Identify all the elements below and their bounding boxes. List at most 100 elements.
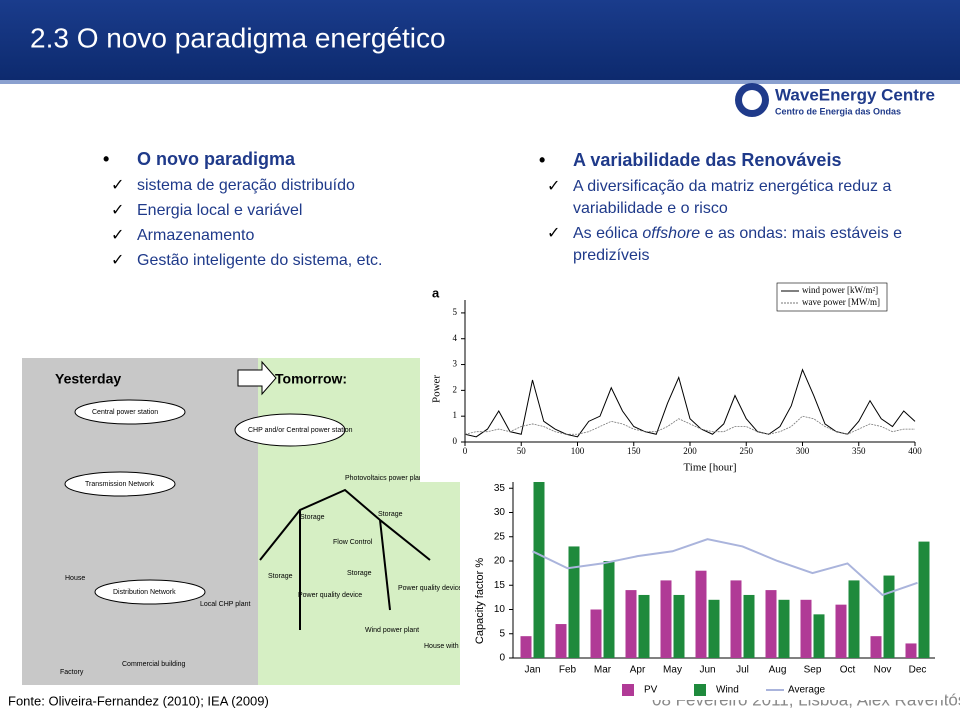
list-item: sistema de geração distribuído xyxy=(111,175,457,197)
diagram-label: Storage xyxy=(268,573,293,580)
bar xyxy=(778,599,790,658)
y-tick-label: 25 xyxy=(494,531,506,542)
x-tick-label: Jul xyxy=(736,665,749,676)
x-tick-label: May xyxy=(663,665,682,676)
x-tick-label: 350 xyxy=(852,446,866,456)
y-tick-label: 0 xyxy=(499,653,505,664)
x-tick-label: 50 xyxy=(517,446,527,456)
list-text: A diversificação da matriz energética re… xyxy=(573,178,892,217)
x-tick-label: Aug xyxy=(769,665,787,676)
diagram-label: Storage xyxy=(300,514,325,521)
bar xyxy=(870,636,882,658)
bar xyxy=(765,590,777,658)
bar xyxy=(568,546,580,658)
bar xyxy=(590,609,602,658)
list-heading: A variabilidade das Renováveis xyxy=(539,147,903,173)
label-bubble xyxy=(234,413,346,447)
legend-label: wind power [kW/m²] xyxy=(802,285,878,295)
list-heading: O novo paradigma xyxy=(103,146,457,172)
diagram-label: Transmission Network xyxy=(85,481,154,488)
header-rule xyxy=(0,80,960,84)
y-tick-label: 0 xyxy=(453,436,458,446)
right-list: A variabilidade das Renováveis A diversi… xyxy=(547,147,903,267)
panel-label: a xyxy=(432,285,440,300)
x-tick-label: 100 xyxy=(571,446,585,456)
x-tick-label: 200 xyxy=(683,446,697,456)
x-tick-label: 0 xyxy=(463,446,468,456)
bar xyxy=(625,590,637,658)
legend-label: Average xyxy=(788,685,826,696)
bar xyxy=(555,624,567,658)
legend-swatch xyxy=(622,684,634,696)
bar xyxy=(695,570,707,658)
label-bubble xyxy=(94,579,206,605)
y-tick-label: 30 xyxy=(494,507,506,518)
x-tick-label: Jan xyxy=(524,665,540,676)
diagram-label: Photovoltaics power plant xyxy=(345,475,425,482)
legend-label: PV xyxy=(644,685,658,696)
logo-name: WaveEnergy Centre xyxy=(775,85,935,104)
diagram-label: Storage xyxy=(347,570,372,577)
list-text: As eólica xyxy=(573,225,643,242)
bar xyxy=(883,575,895,658)
bar xyxy=(730,580,742,658)
bar xyxy=(835,604,847,658)
y-axis-label: Capacity factor % xyxy=(474,558,486,644)
diagram-label: Power quality device xyxy=(298,592,362,599)
y-tick-label: 10 xyxy=(494,604,506,615)
left-list: O novo paradigma sistema de geração dist… xyxy=(111,146,457,272)
diagram-label: Distribution Network xyxy=(113,589,176,596)
x-tick-label: Sep xyxy=(804,665,822,676)
list-item: Armazenamento xyxy=(111,225,457,247)
diagram-label: Wind power plant xyxy=(365,627,419,634)
diagram-label: CHP and/or Central power station xyxy=(248,427,353,434)
legend-box xyxy=(776,282,888,312)
list-item: As eólica offshore e as ondas: mais está… xyxy=(547,223,903,267)
bar xyxy=(800,599,812,658)
list-text: e as ondas: mais estáveis e predizíveis xyxy=(573,225,903,264)
chart-background xyxy=(420,282,945,482)
network-lines xyxy=(259,488,431,630)
diagram-label: Commercial building xyxy=(122,661,186,668)
x-tick-label: 150 xyxy=(627,446,641,456)
line xyxy=(532,538,918,597)
y-tick-label: 35 xyxy=(494,483,506,494)
y-tick-label: 5 xyxy=(499,628,505,639)
diagram-label: Local CHP plant xyxy=(200,601,251,608)
x-tick-label: Dec xyxy=(909,665,927,676)
bar xyxy=(533,478,545,658)
x-tick-label: Apr xyxy=(630,665,646,676)
y-tick-label: 5 xyxy=(453,307,458,317)
bar xyxy=(708,599,720,658)
legend-label: wave power [MW/m] xyxy=(802,297,880,307)
diagram-label: Factory xyxy=(60,669,84,676)
label-bubble xyxy=(64,471,176,497)
bar xyxy=(603,561,615,658)
footer-source: Fonte: Oliveira-Fernandez (2010); IEA (2… xyxy=(8,693,269,708)
title: 2.3 O novo paradigma energético xyxy=(30,22,446,53)
bar xyxy=(848,580,860,658)
bar xyxy=(743,594,755,658)
diagram-label: Flow Control xyxy=(333,539,373,546)
y-tick-label: 2 xyxy=(453,384,458,394)
y-tick-label: 1 xyxy=(453,410,458,420)
diagram-label: Yesterday xyxy=(55,371,121,387)
logo-icon xyxy=(742,90,762,110)
x-tick-label: Mar xyxy=(594,665,612,676)
arrow xyxy=(237,360,277,396)
y-tick-label: 3 xyxy=(453,359,458,369)
x-tick-label: Feb xyxy=(559,665,577,676)
list-item: Energia local e variável xyxy=(111,200,457,222)
y-tick-label: 15 xyxy=(494,580,506,591)
list-item: A diversificação da matriz energética re… xyxy=(547,176,903,220)
bar xyxy=(660,580,672,658)
y-axis-label: Power xyxy=(431,375,443,403)
legend-swatch xyxy=(694,684,706,696)
diagram-label: Power quality device xyxy=(398,585,462,592)
x-tick-label: 250 xyxy=(740,446,754,456)
x-tick-label: Oct xyxy=(840,665,856,676)
x-tick-label: 300 xyxy=(796,446,810,456)
list-item: Gestão inteligente do sistema, etc. xyxy=(111,250,457,272)
line xyxy=(464,415,915,435)
